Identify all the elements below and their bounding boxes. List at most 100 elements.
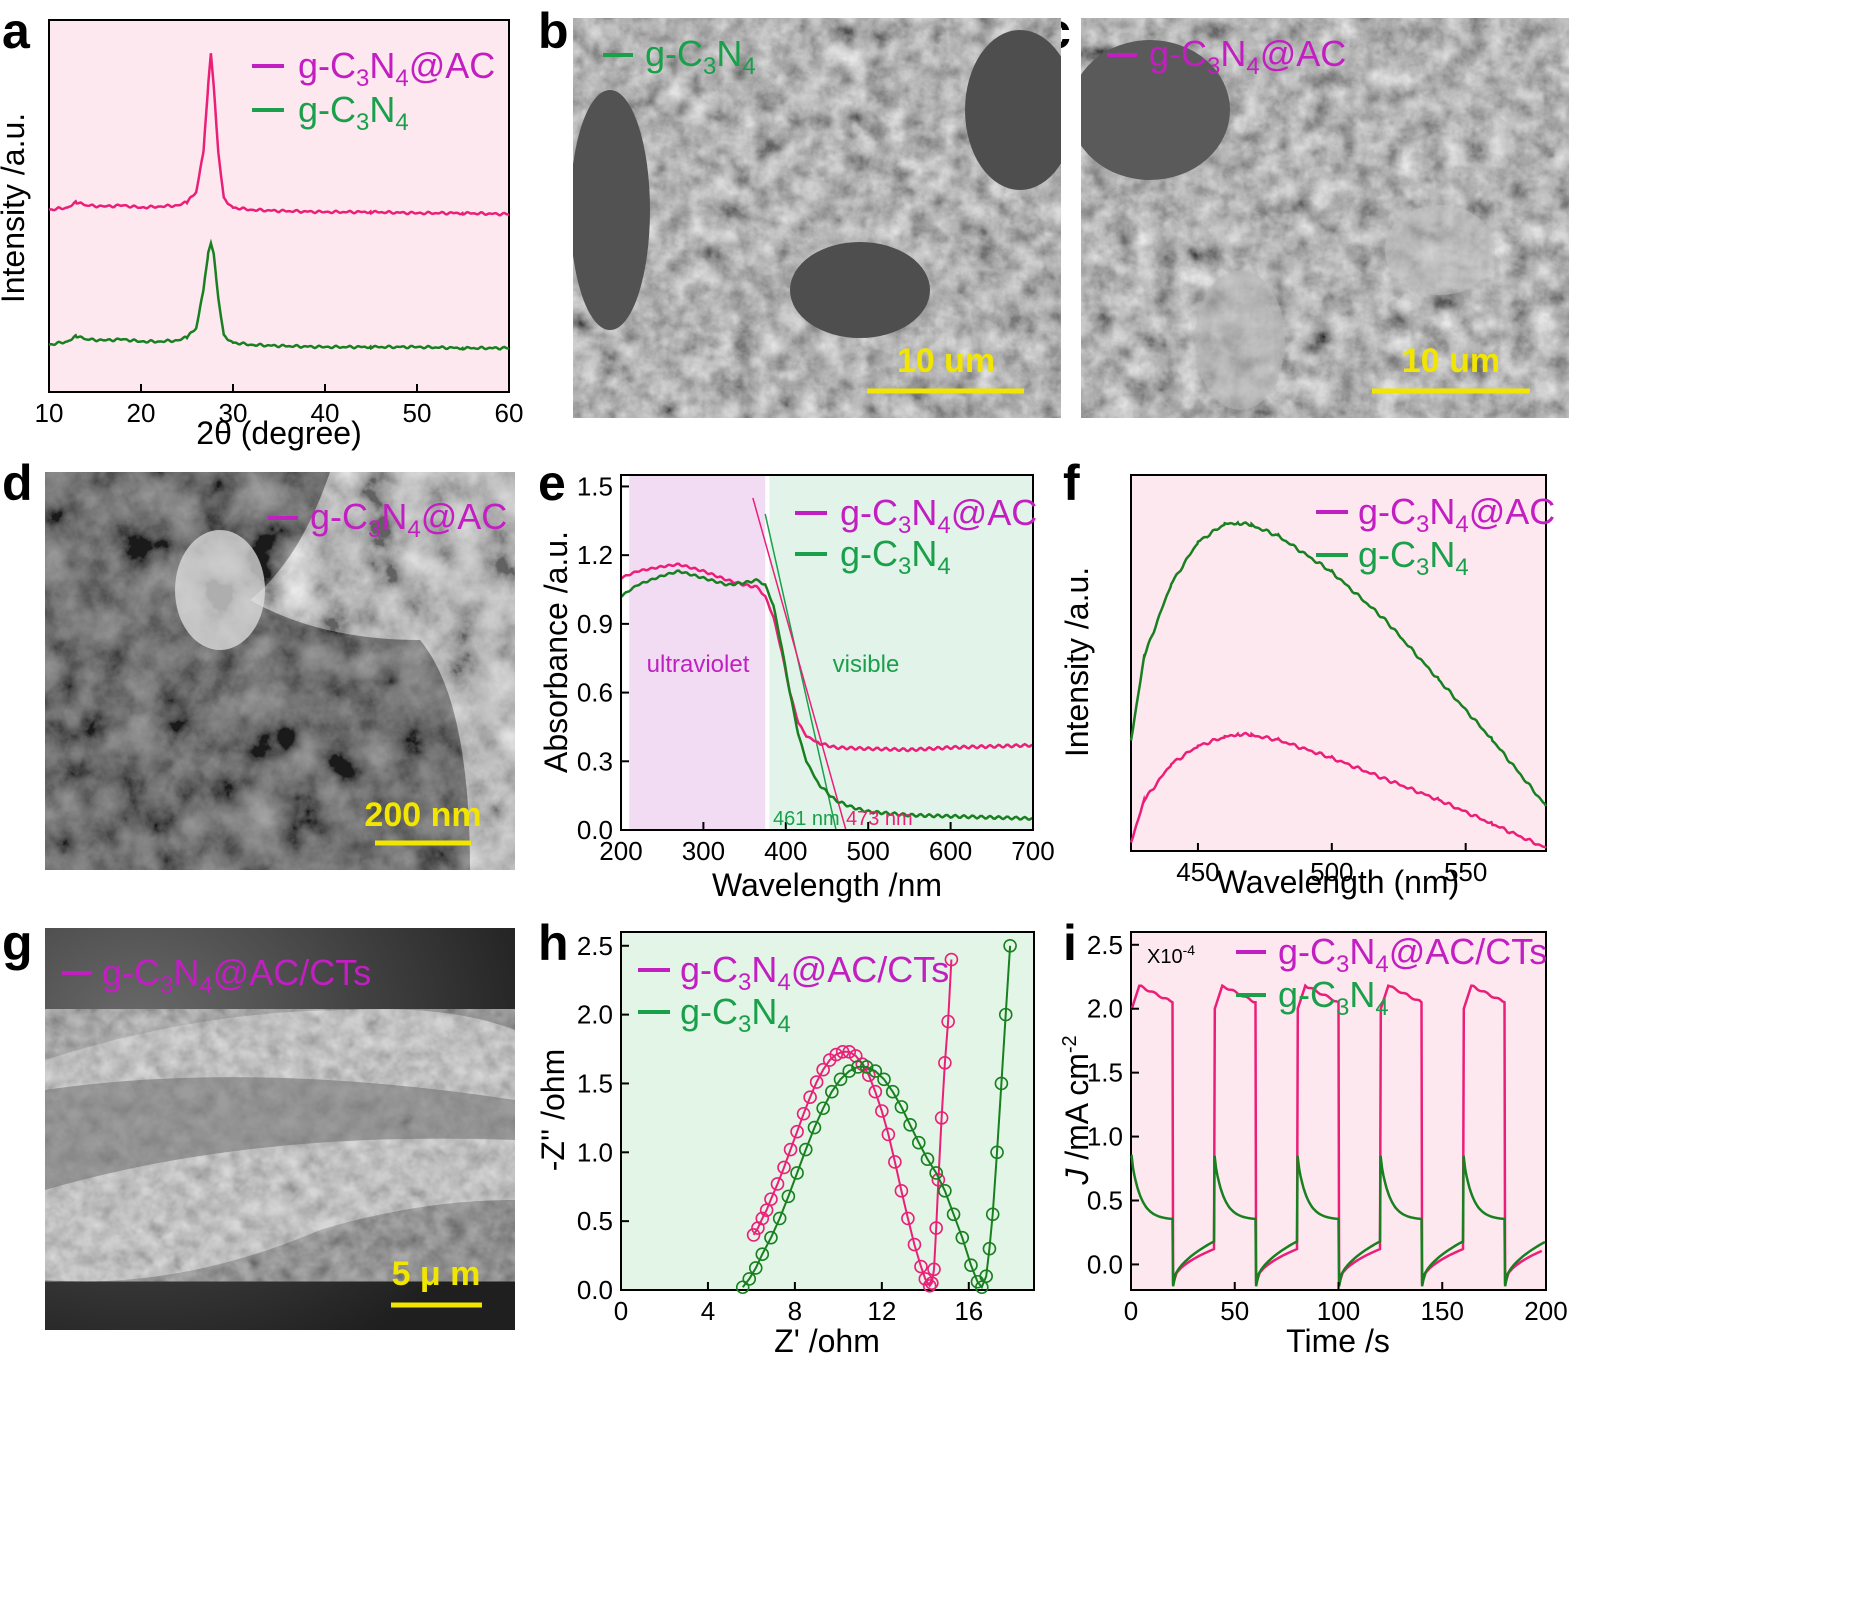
panel-h-x-tick-label: 12 bbox=[867, 1296, 896, 1326]
data-point-h-1 bbox=[796, 1106, 811, 1121]
data-point-h-2 bbox=[748, 1261, 763, 1275]
region-label-ultraviolet: ultraviolet bbox=[647, 651, 750, 678]
data-point-h-2 bbox=[929, 1166, 943, 1180]
series-line-f-1 bbox=[1129, 731, 1547, 849]
panel-f-x-tick-label: 500 bbox=[1310, 857, 1353, 887]
series-line-e-1 bbox=[620, 562, 1034, 753]
series-line-e-2 bbox=[620, 569, 1034, 821]
data-point-h-1 bbox=[783, 1142, 798, 1157]
panel-i-x-tick-label: 0 bbox=[1124, 1296, 1138, 1326]
data-point-h-1 bbox=[907, 1237, 922, 1252]
data-point-h-2 bbox=[982, 1241, 997, 1256]
data-point-h-1 bbox=[944, 952, 959, 967]
panel-e-y-tick-label: 0.9 bbox=[577, 609, 613, 639]
panel-e-x-tick-label: 300 bbox=[682, 836, 725, 866]
data-point-h-2 bbox=[798, 1142, 813, 1157]
panel-h-y-axis-title: -Z'' /ohm bbox=[535, 1049, 571, 1171]
data-point-h-2 bbox=[979, 1269, 993, 1284]
tangent-line-2 bbox=[752, 497, 847, 831]
panel-b-sem-image bbox=[573, 18, 1061, 418]
data-point-h-1 bbox=[922, 1279, 937, 1293]
panel-a-x-tick-label: 30 bbox=[219, 398, 248, 428]
data-point-h-1 bbox=[755, 1211, 770, 1226]
panel-e-x-axis-title: Wavelength /nm bbox=[712, 867, 942, 903]
data-point-h-2 bbox=[735, 1280, 750, 1295]
data-point-h-2 bbox=[938, 1184, 952, 1198]
data-point-h-1 bbox=[914, 1259, 928, 1274]
panel-i-x-tick-label: 150 bbox=[1421, 1296, 1464, 1326]
panel-letter-g: g bbox=[2, 915, 33, 971]
tangent-label-473: 473 nm bbox=[846, 808, 913, 830]
panel-a-x-tick-label: 10 bbox=[35, 398, 64, 428]
legend-label-f-2: g-C3N4 bbox=[1358, 534, 1469, 581]
panel-h-y-tick-label: 0.0 bbox=[577, 1275, 613, 1305]
data-point-h-2 bbox=[964, 1258, 978, 1273]
panel-h-data-points bbox=[735, 938, 1017, 1295]
panel-letter-a: a bbox=[2, 3, 31, 59]
panel-g-sem-image bbox=[45, 928, 515, 1330]
panel-e-x-tick-label: 500 bbox=[847, 836, 890, 866]
panel-h-legend: g-C3N4@AC/CTs g-C3N4 bbox=[638, 949, 949, 1038]
series-line-a-1 bbox=[48, 53, 510, 217]
panel-i-y-tick-label: 1.5 bbox=[1087, 1058, 1123, 1088]
panel-e-x-tick-label: 700 bbox=[1011, 836, 1054, 866]
scale-label-d: 200 nm bbox=[364, 796, 481, 834]
data-point-h-1 bbox=[809, 1075, 824, 1089]
panel-h-y-tick-label: 2.5 bbox=[577, 931, 613, 961]
data-point-h-1 bbox=[929, 1221, 943, 1235]
panel-letter-b: b bbox=[538, 3, 569, 59]
data-point-h-1 bbox=[803, 1090, 817, 1105]
panel-e-plot-frame bbox=[620, 474, 1034, 831]
panel-d-tem-image bbox=[45, 472, 515, 870]
panel-e-plot-lines bbox=[620, 497, 1034, 831]
data-point-h-1 bbox=[868, 1084, 883, 1099]
data-point-h-1 bbox=[938, 1056, 952, 1070]
panel-f-x-tick-label: 450 bbox=[1176, 857, 1219, 887]
panel-i-y-tick-label: 1.0 bbox=[1087, 1122, 1123, 1152]
panel-letter-i: i bbox=[1063, 915, 1077, 971]
legend-label-b: g-C3N4 bbox=[645, 33, 756, 80]
data-point-h-2 bbox=[742, 1272, 757, 1286]
panel-f-x-axis-title: Wavelength (nm) bbox=[1217, 864, 1459, 900]
legend-label-h-2: g-C3N4 bbox=[680, 991, 791, 1038]
panel-h-x-tick-label: 16 bbox=[954, 1296, 983, 1326]
panel-e-y-tick-label: 1.2 bbox=[577, 540, 613, 570]
panel-a-plot-lines bbox=[48, 53, 510, 351]
panel-e-y-axis-title: Absorbance /a.u. bbox=[538, 531, 574, 773]
tangent-label-461: 461 nm bbox=[773, 808, 840, 830]
series-line-a-2 bbox=[48, 238, 510, 351]
data-point-h-2 bbox=[994, 1076, 1009, 1091]
panel-e-y-tick-label: 1.5 bbox=[577, 471, 613, 501]
data-point-h-2 bbox=[859, 1060, 874, 1074]
panel-f-background bbox=[1130, 474, 1547, 852]
panel-e-regions bbox=[629, 476, 1033, 829]
data-point-h-2 bbox=[903, 1117, 917, 1132]
panel-f-plot-lines bbox=[1129, 520, 1548, 849]
data-point-h-1 bbox=[941, 1014, 955, 1029]
panel-h-background bbox=[620, 931, 1035, 1291]
panel-f-x-tick-label: 550 bbox=[1444, 857, 1487, 887]
panel-e-x-tick-label: 400 bbox=[764, 836, 807, 866]
panel-i-x-tick-label: 100 bbox=[1317, 1296, 1360, 1326]
panel-i-x-tick-label: 200 bbox=[1524, 1296, 1567, 1326]
panel-i-y-tick-label: 0.5 bbox=[1087, 1186, 1123, 1216]
panel-c-sem-image bbox=[1081, 18, 1569, 418]
panel-e-x-tick-label: 200 bbox=[599, 836, 642, 866]
region-band-visible bbox=[769, 476, 1033, 829]
panel-e-ticks: 200 300 400 500 600 700 0.0 0.3 0.6 0.9 1.2 1.5 bbox=[577, 471, 1055, 866]
panel-g-legend: g-C3N4@AC/CTs bbox=[62, 952, 371, 999]
panel-a-x-axis-title: 2θ (degree) bbox=[196, 415, 361, 451]
panel-i-y-axis-title: J /mA cm-2 bbox=[1059, 1035, 1095, 1185]
scale-label-g: 5 μ m bbox=[392, 1255, 481, 1293]
data-point-h-1 bbox=[934, 1111, 949, 1125]
data-point-h-2 bbox=[877, 1072, 891, 1087]
panel-e-y-tick-label: 0.6 bbox=[577, 678, 613, 708]
scale-label-c: 10 um bbox=[1402, 342, 1500, 380]
data-point-h-2 bbox=[833, 1072, 848, 1087]
tangent-line-1 bbox=[764, 513, 837, 831]
data-point-h-1 bbox=[746, 1228, 761, 1242]
panel-f: 450 500 550 Wavelength (nm) Intensity /a.u… bbox=[1059, 474, 1555, 900]
data-point-h-2 bbox=[920, 1152, 935, 1166]
series-line-h-2 bbox=[741, 945, 1012, 1290]
